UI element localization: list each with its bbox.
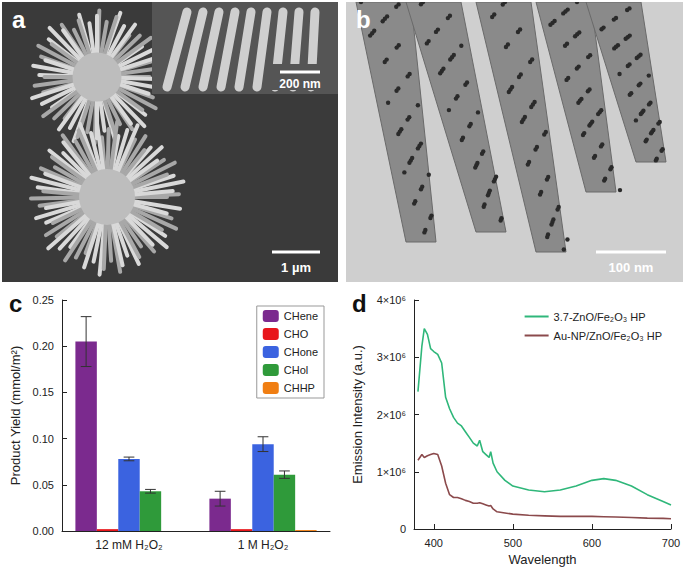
svg-text:0.20: 0.20 <box>33 340 54 352</box>
svg-text:0.05: 0.05 <box>33 479 54 491</box>
svg-text:CHol: CHol <box>284 364 308 376</box>
svg-text:0.00: 0.00 <box>33 525 54 537</box>
svg-text:1 µm: 1 µm <box>281 260 311 275</box>
svg-text:0.15: 0.15 <box>33 386 54 398</box>
svg-text:CHO: CHO <box>284 328 309 340</box>
svg-text:CHHP: CHHP <box>284 382 315 394</box>
svg-text:200 nm: 200 nm <box>279 77 320 91</box>
svg-text:100 nm: 100 nm <box>609 260 654 275</box>
svg-text:600: 600 <box>583 537 601 549</box>
svg-text:Product Yield (mmol/m²): Product Yield (mmol/m²) <box>8 346 23 485</box>
svg-text:b: b <box>356 6 371 33</box>
svg-text:500: 500 <box>504 537 522 549</box>
svg-text:12 mM H₂O₂: 12 mM H₂O₂ <box>95 538 163 552</box>
svg-text:Emission Intensity (a.u.): Emission Intensity (a.u.) <box>350 345 365 484</box>
svg-text:3.7-ZnO/Fe₂O₃ HP: 3.7-ZnO/Fe₂O₃ HP <box>554 311 646 323</box>
svg-text:0.10: 0.10 <box>33 433 54 445</box>
svg-text:CHone: CHone <box>284 346 318 358</box>
svg-text:400: 400 <box>425 537 443 549</box>
svg-text:0: 0 <box>400 523 406 535</box>
svg-text:CHene: CHene <box>284 310 318 322</box>
svg-text:1 M H₂O₂: 1 M H₂O₂ <box>238 538 289 552</box>
svg-text:0.25: 0.25 <box>33 294 54 306</box>
svg-text:c: c <box>9 290 22 317</box>
svg-text:4×10⁶: 4×10⁶ <box>377 294 406 306</box>
svg-text:a: a <box>12 6 26 33</box>
svg-text:d: d <box>352 290 367 317</box>
svg-text:2×10⁶: 2×10⁶ <box>377 409 406 421</box>
svg-text:Wavelength: Wavelength <box>508 552 576 567</box>
svg-text:3×10⁶: 3×10⁶ <box>377 351 406 363</box>
svg-text:Au-NP/ZnO/Fe₂O₃ HP: Au-NP/ZnO/Fe₂O₃ HP <box>554 330 662 342</box>
svg-text:1×10⁶: 1×10⁶ <box>377 466 406 478</box>
svg-text:700: 700 <box>662 537 680 549</box>
